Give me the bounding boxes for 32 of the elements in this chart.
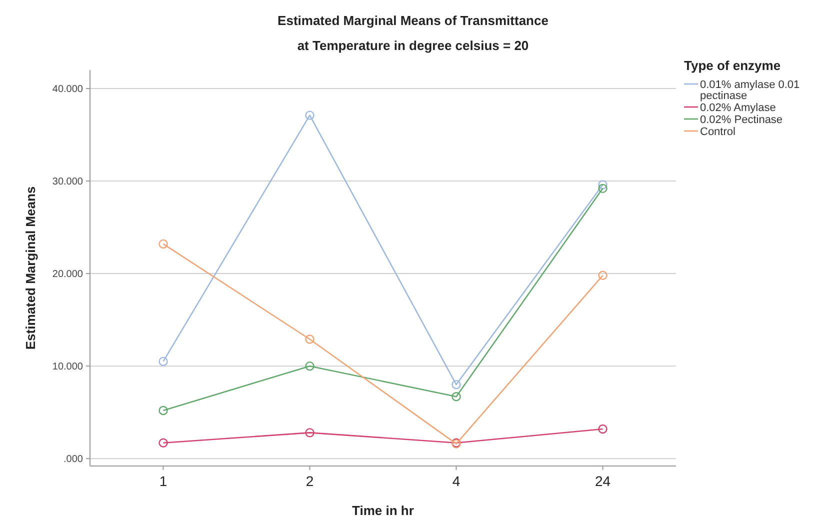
y-tick-label: 30.000 [52,176,84,188]
point [598,270,608,280]
point [158,438,168,448]
point [305,428,314,438]
y-axis-title: Estimated Marginal Means [23,186,38,350]
y-tick-label: 10.000 [52,362,84,373]
y-tick-label: .000 [64,454,84,466]
point [452,392,461,402]
point [158,239,168,249]
point [158,406,168,416]
point [305,334,314,344]
y-tick-label: 40.000 [52,84,84,96]
legend-label: Control [700,126,736,138]
legend-label: 0.02% Pectinase [700,114,783,126]
chart-subtitle: at Temperature in degree celsius = 20 [297,38,529,53]
y-tick-label: 20.000 [52,269,84,280]
x-tick-label: 1 [159,473,168,489]
point [305,361,314,371]
point [452,380,461,390]
chart-title: Estimated Marginal Means of Transmittance [278,13,548,28]
point [598,424,608,434]
x-tick-label: 4 [452,473,460,489]
point [598,180,608,190]
point [158,356,168,366]
point [598,184,608,194]
point [305,110,314,120]
legend-label: 0.01% amylase 0.01 pectinase [700,79,800,102]
x-tick-label: 24 [594,473,611,489]
x-tick-label: 2 [306,473,314,489]
x-axis-title: Time in hr [352,503,414,518]
legend-title: Type of enzyme [684,58,781,73]
legend-label: 0.02% Amylase [700,102,776,114]
